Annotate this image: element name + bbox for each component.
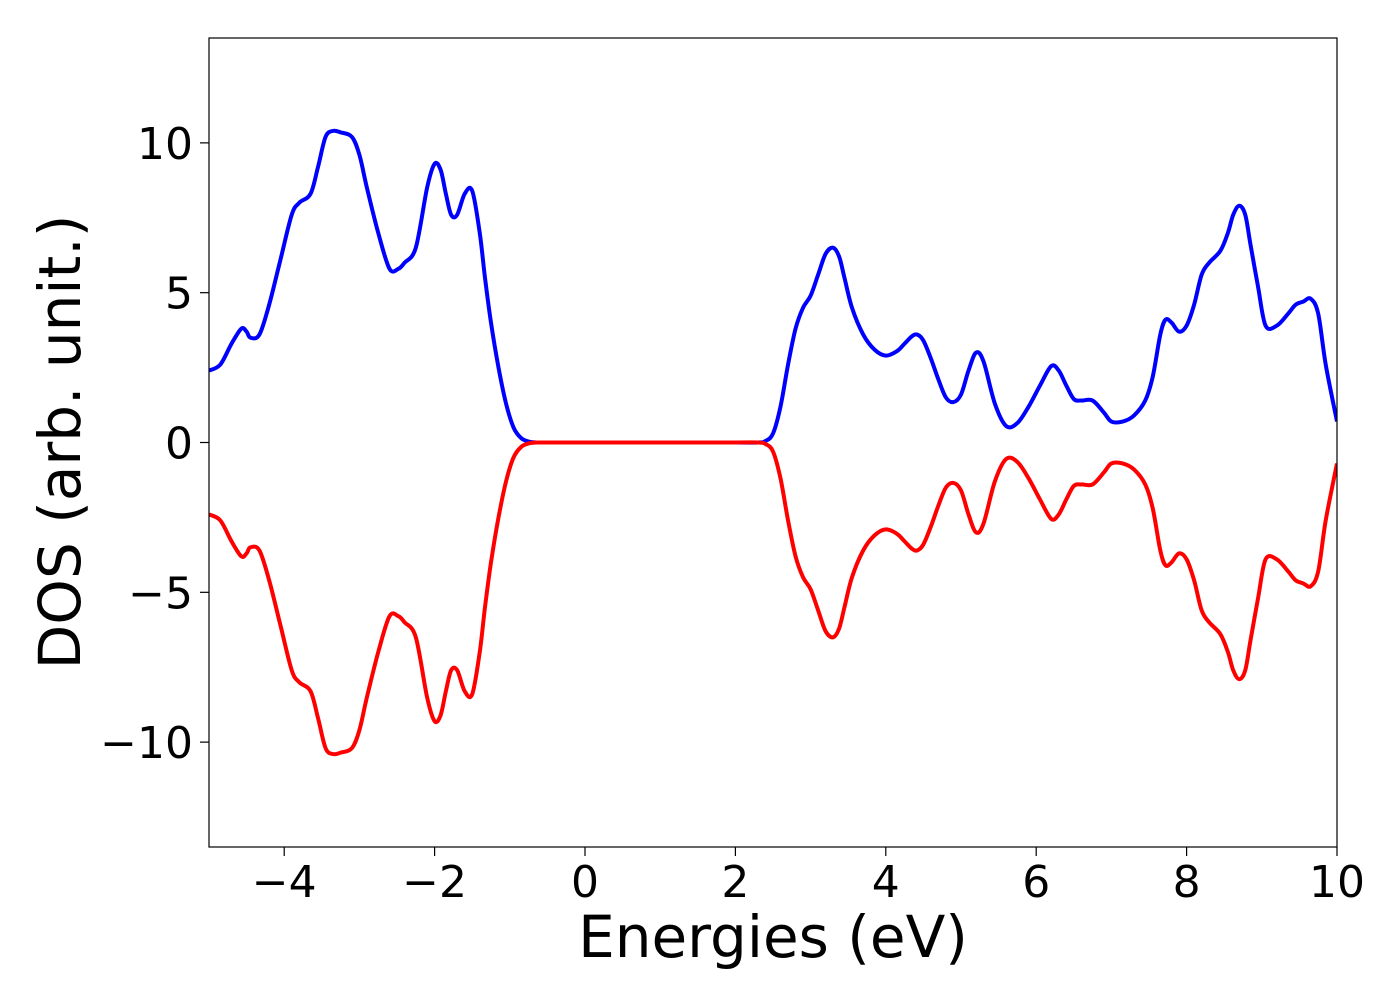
x-tick-label: 10	[1309, 857, 1365, 908]
x-tick-label: 4	[872, 857, 900, 908]
y-tick-label: −10	[100, 718, 193, 769]
plot-frame	[208, 37, 1338, 848]
x-tick-label: −2	[402, 857, 467, 908]
y-axis-ticks: −10 −5 0 5 10	[100, 119, 209, 769]
x-tick-label: 2	[721, 857, 749, 908]
y-tick-label: −5	[128, 568, 193, 619]
x-axis-label: Energies (eV)	[578, 903, 968, 971]
y-axis-label: DOS (arb. unit.)	[26, 215, 94, 670]
series-line-2	[209, 440, 1337, 757]
x-tick-label: 0	[571, 857, 599, 908]
y-tick-label: 5	[165, 269, 193, 320]
x-tick-label: −4	[252, 857, 317, 908]
series-line-1	[209, 128, 1337, 445]
series-layer	[209, 128, 1337, 757]
y-tick-label: 0	[165, 419, 193, 470]
x-tick-label: 8	[1173, 857, 1201, 908]
x-axis-ticks: −4 −2 0 2 4 6 8 10	[252, 847, 1365, 908]
y-tick-label: 10	[137, 119, 193, 170]
x-tick-label: 6	[1022, 857, 1050, 908]
